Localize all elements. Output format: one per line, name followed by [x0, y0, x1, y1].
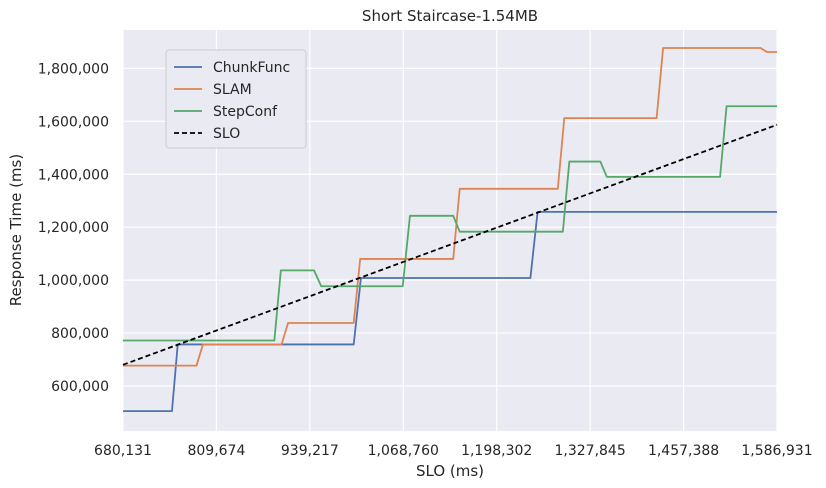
x-tick-label: 680,131: [94, 443, 152, 459]
series-line-stepconf: [123, 105, 777, 342]
x-tick-label: 1,327,845: [555, 443, 626, 459]
x-tick-label: 809,674: [187, 443, 245, 459]
series-line-slo: [122, 123, 778, 366]
y-tick-label: 1,400,000: [38, 167, 109, 183]
legend: ChunkFunc SLAM StepConf SLO: [165, 49, 307, 149]
x-tick-label: 1,068,760: [368, 443, 439, 459]
y-tick-label: 800,000: [51, 326, 109, 342]
y-tick-label: 1,000,000: [38, 273, 109, 289]
y-axis-ticks: 600,000 800,000 1,000,000 1,200,000 1,400,00…: [38, 61, 109, 395]
x-axis-label: SLO (ms): [416, 462, 484, 480]
x-axis-ticks: 680,131 809,674 939,217 1,068,760 1,198,302 1…: [94, 443, 813, 459]
x-tick-label: 1,586,931: [741, 443, 812, 459]
series-line-chunkfunc: [123, 210, 777, 413]
x-tick-label: 939,217: [281, 443, 339, 459]
x-tick-label: 1,198,302: [461, 443, 532, 459]
y-tick-label: 1,200,000: [38, 220, 109, 236]
legend-label: ChunkFunc: [213, 60, 290, 76]
y-tick-label: 1,800,000: [38, 61, 109, 77]
y-tick-label: 600,000: [51, 379, 109, 395]
legend-label: SLO: [213, 126, 240, 142]
y-axis-label: Response Time (ms): [7, 154, 25, 306]
grid-lines: [122, 30, 778, 431]
x-tick-label: 1,457,388: [648, 443, 719, 459]
series-lines: [122, 47, 778, 413]
chart-title: Short Staircase-1.54MB: [362, 7, 538, 25]
legend-label: SLAM: [213, 82, 252, 98]
legend-label: StepConf: [213, 104, 278, 120]
y-tick-label: 1,600,000: [38, 114, 109, 130]
legend-box: [165, 49, 307, 149]
